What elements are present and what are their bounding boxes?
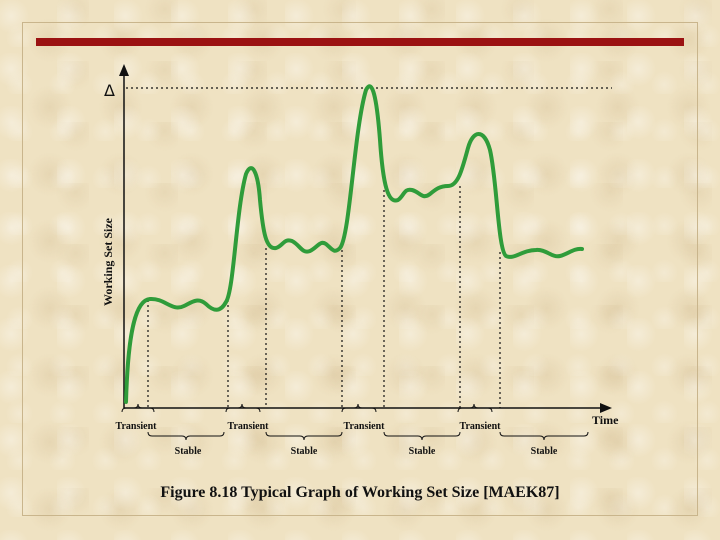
- stable-brace: [265, 431, 343, 441]
- slide-frame: [22, 22, 698, 516]
- stable-braces: [147, 431, 589, 441]
- working-set-curve: [124, 84, 584, 404]
- stable-brace: [147, 431, 225, 441]
- transient-label: Transient: [344, 421, 386, 432]
- stable-label: Stable: [175, 446, 202, 457]
- title-bar: [36, 38, 684, 46]
- delta-symbol: Δ: [104, 81, 115, 100]
- stable-label: Stable: [409, 446, 436, 457]
- transient-brace: [341, 403, 377, 413]
- transient-label: Transient: [116, 421, 158, 432]
- transient-brace: [121, 403, 155, 413]
- x-axis-arrow: [600, 403, 612, 413]
- stable-brace: [499, 431, 589, 441]
- transition-lines: [147, 186, 501, 408]
- transient-label: Transient: [460, 421, 502, 432]
- stable-label: Stable: [531, 446, 558, 457]
- transient-label: Transient: [228, 421, 270, 432]
- y-axis-arrow: [119, 64, 129, 76]
- y-axis-label: Working Set Size: [101, 217, 115, 306]
- transient-brace: [225, 403, 261, 413]
- figure-caption: Figure 8.18 Typical Graph of Working Set…: [160, 484, 560, 501]
- stable-brace: [383, 431, 461, 441]
- transient-braces: [121, 403, 493, 413]
- transient-brace: [457, 403, 493, 413]
- x-axis-label: Time: [592, 413, 619, 427]
- stable-label: Stable: [291, 446, 318, 457]
